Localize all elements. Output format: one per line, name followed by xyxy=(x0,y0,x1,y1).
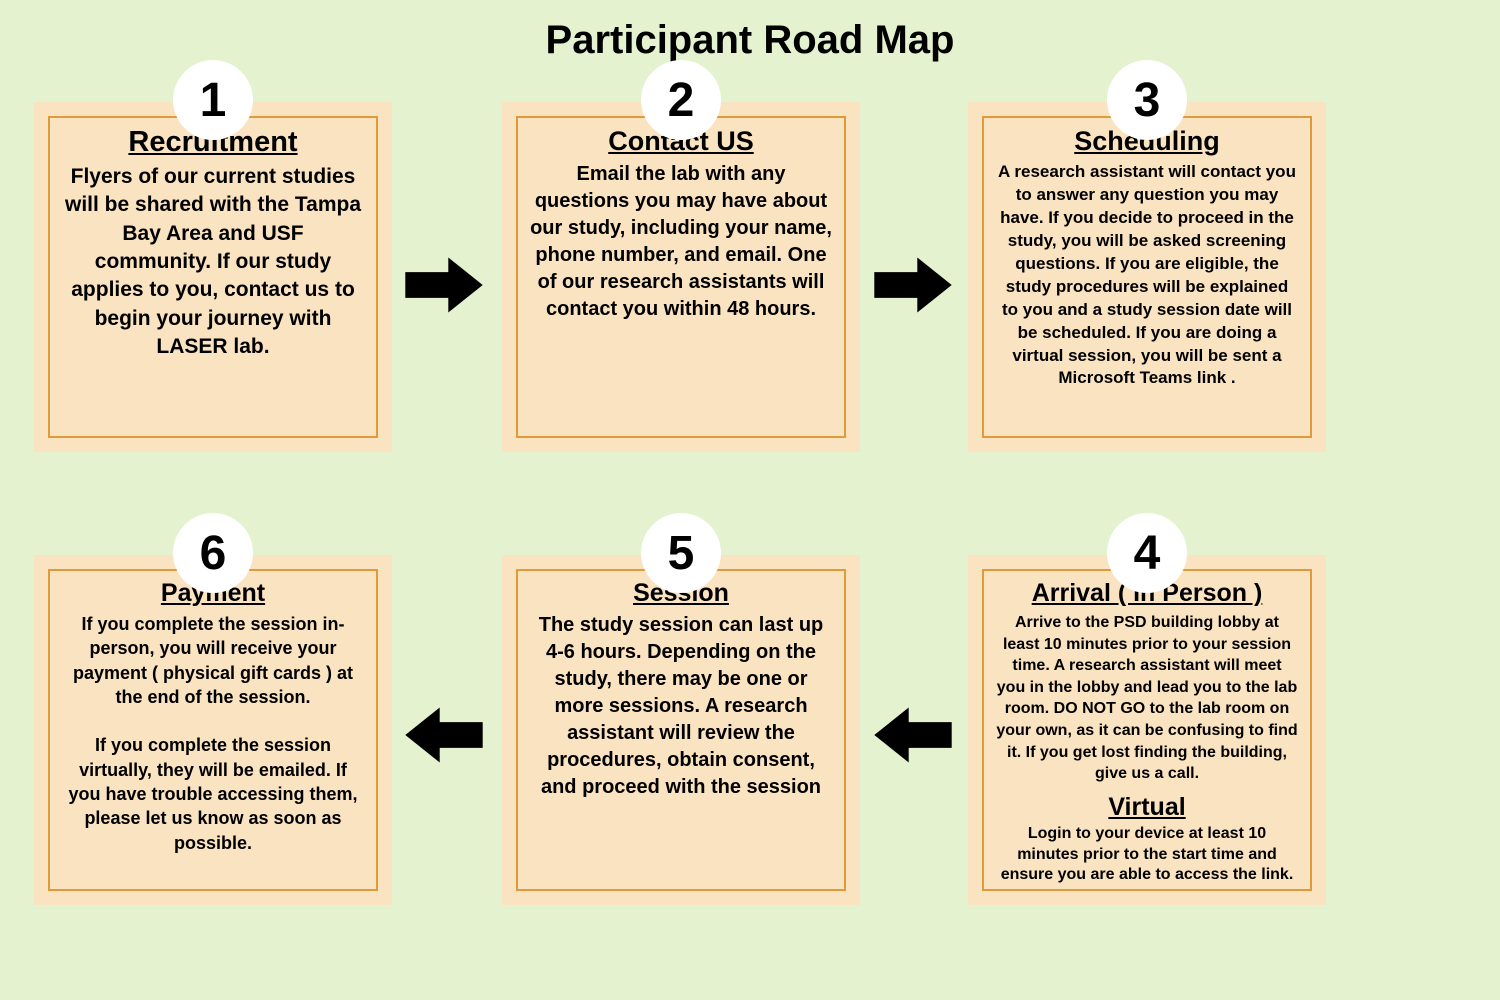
card-4-subtitle: Virtual xyxy=(996,793,1298,822)
card-1-inner: Recruitment Flyers of our current studie… xyxy=(48,116,378,438)
card-5: Session The study session can last up 4-… xyxy=(502,555,860,905)
card-1-body: Flyers of our current studies will be sh… xyxy=(62,163,364,361)
card-1: Recruitment Flyers of our current studie… xyxy=(34,102,392,452)
card-5-inner: Session The study session can last up 4-… xyxy=(516,569,846,891)
card-3-inner: Scheduling A research assistant will con… xyxy=(982,116,1312,438)
step-badge-2: 2 xyxy=(641,60,721,140)
arrow-5-6-arrow-icon xyxy=(401,700,487,770)
step-badge-3: 3 xyxy=(1107,60,1187,140)
card-3: Scheduling A research assistant will con… xyxy=(968,102,1326,452)
card-6: PaymentIf you complete the session in-pe… xyxy=(34,555,392,905)
card-4-body: Arrive to the PSD building lobby at leas… xyxy=(996,612,1298,785)
card-3-body: A research assistant will contact you to… xyxy=(996,161,1298,390)
arrow-2-3-arrow-icon xyxy=(870,250,956,320)
card-6-body: If you complete the session in-person, y… xyxy=(62,612,364,855)
step-badge-5: 5 xyxy=(641,513,721,593)
card-2: Contact US Email the lab with any questi… xyxy=(502,102,860,452)
card-2-body: Email the lab with any questions you may… xyxy=(530,161,832,323)
step-badge-6: 6 xyxy=(173,513,253,593)
arrow-4-5-arrow-icon xyxy=(870,700,956,770)
arrow-1-2-arrow-icon xyxy=(401,250,487,320)
card-5-body: The study session can last up 4-6 hours.… xyxy=(530,612,832,801)
card-4-inner: Arrival ( In Person ) Arrive to the PSD … xyxy=(982,569,1312,891)
card-2-inner: Contact US Email the lab with any questi… xyxy=(516,116,846,438)
step-badge-1: 1 xyxy=(173,60,253,140)
card-4-body2: Login to your device at least 10 minutes… xyxy=(996,824,1298,886)
step-badge-4: 4 xyxy=(1107,513,1187,593)
card-6-inner: PaymentIf you complete the session in-pe… xyxy=(48,569,378,891)
card-4: Arrival ( In Person ) Arrive to the PSD … xyxy=(968,555,1326,905)
canvas: Participant Road Map Recruitment Flyers … xyxy=(0,0,1500,1000)
page-title: Participant Road Map xyxy=(0,18,1500,63)
